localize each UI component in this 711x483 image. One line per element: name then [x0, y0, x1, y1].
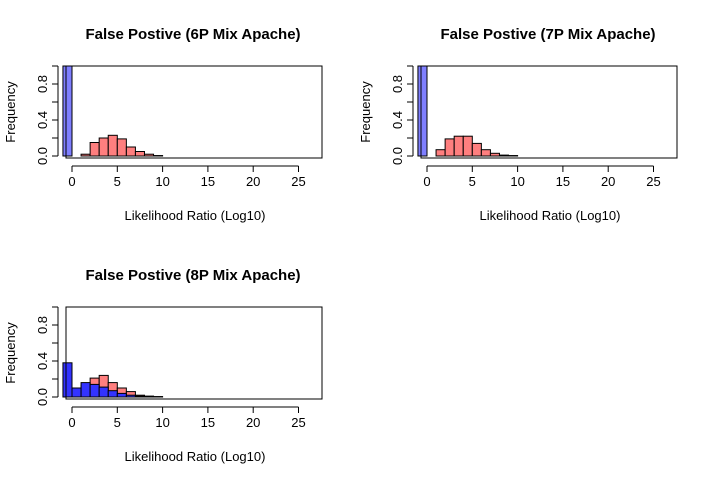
plot-frame	[65, 306, 323, 400]
x-tick-label: 15	[556, 174, 570, 189]
histogram-bar	[134, 151, 145, 157]
y-tick-label: 0.8	[390, 75, 405, 93]
histogram-bar	[480, 149, 491, 157]
histogram-bar	[498, 154, 510, 157]
histogram-bar	[89, 142, 100, 157]
x-tick-label: 5	[114, 415, 121, 430]
histogram-bar	[107, 390, 118, 398]
histogram-bar	[125, 394, 136, 398]
histogram-bar	[89, 383, 100, 398]
y-axis-label: Frequency	[358, 81, 373, 143]
histogram-bar	[116, 138, 127, 157]
y-tick-label: 0.8	[35, 75, 50, 93]
plot-frame	[65, 65, 323, 159]
x-tick-label: 10	[155, 415, 169, 430]
chart-panel-3: False Postive (8P Mix Apache) 0 5 10 15 20 25 L…	[3, 267, 323, 464]
histogram-bar	[125, 146, 136, 157]
histogram-bar	[116, 392, 127, 398]
chart-title: False Postive (8P Mix Apache)	[85, 267, 300, 284]
histogram-bar	[453, 135, 464, 157]
x-tick-label: 0	[423, 174, 430, 189]
x-tick-label: 5	[114, 174, 121, 189]
y-axis-label: Frequency	[3, 81, 18, 143]
histogram-bar	[98, 386, 109, 398]
x-tick-label: 5	[469, 174, 476, 189]
x-tick-label: 10	[155, 174, 169, 189]
x-axis-label: Likelihood Ratio (Log10)	[125, 449, 266, 464]
y-tick-label: 0.8	[35, 316, 50, 334]
y-tick-label: 0.4	[35, 352, 50, 370]
histogram-bar	[107, 134, 118, 157]
histogram-bar	[143, 153, 155, 157]
x-tick-label: 15	[201, 415, 215, 430]
histogram-bar	[462, 135, 473, 157]
histogram-bar	[71, 387, 82, 398]
x-tick-label: 25	[291, 415, 305, 430]
y-tick-label: 0.0	[35, 147, 50, 165]
x-tick-label: 20	[601, 174, 615, 189]
y-tick-label: 0.0	[390, 147, 405, 165]
histogram-bar	[98, 137, 109, 157]
y-tick-label: 0.4	[390, 111, 405, 129]
histogram-bar	[62, 65, 73, 157]
histogram-bar	[489, 152, 500, 157]
plot-frame	[420, 65, 678, 159]
x-tick-label: 0	[68, 174, 75, 189]
x-tick-label: 25	[291, 174, 305, 189]
y-tick-label: 0.0	[35, 388, 50, 406]
histogram-bar	[80, 382, 91, 398]
y-tick-label: 0.4	[35, 111, 50, 129]
x-tick-label: 20	[246, 174, 260, 189]
histogram-bar	[417, 65, 428, 157]
x-tick-label: 15	[201, 174, 215, 189]
histogram-bar	[80, 153, 91, 157]
histogram-bar	[444, 138, 455, 157]
histogram-bar	[134, 395, 145, 398]
x-tick-label: 10	[510, 174, 524, 189]
y-axis-label: Frequency	[3, 322, 18, 384]
x-tick-label: 25	[646, 174, 660, 189]
histogram-bar	[471, 142, 482, 157]
chart-title: False Postive (6P Mix Apache)	[85, 26, 300, 43]
x-axis-label: Likelihood Ratio (Log10)	[480, 208, 621, 223]
chart-title: False Postive (7P Mix Apache)	[440, 26, 655, 43]
histogram-bar	[62, 362, 73, 398]
chart-panel-1: False Postive (6P Mix Apache) 0 5 10 15 20 25 L…	[3, 26, 323, 223]
chart-panel-2: False Postive (7P Mix Apache) 0 5 10 15 20 25 L…	[358, 26, 678, 223]
histogram-bar	[435, 149, 446, 157]
x-tick-label: 0	[68, 415, 75, 430]
x-tick-label: 20	[246, 415, 260, 430]
x-axis-label: Likelihood Ratio (Log10)	[125, 208, 266, 223]
